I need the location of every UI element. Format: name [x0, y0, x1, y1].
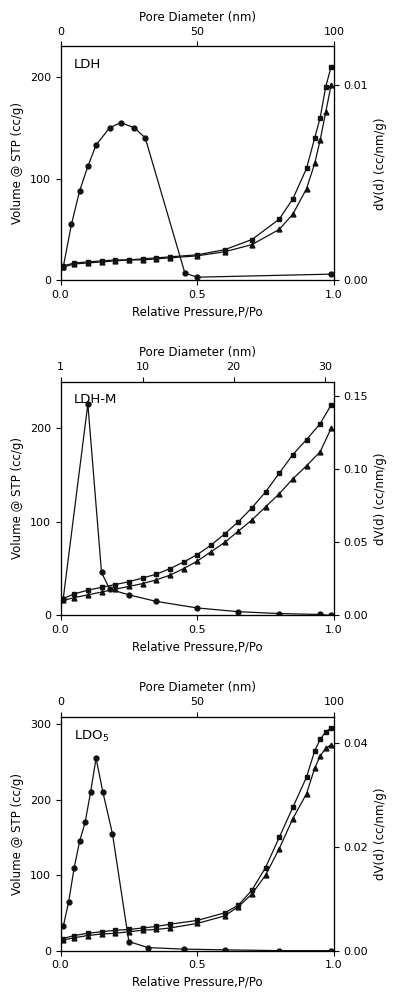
Text: LDH: LDH: [74, 58, 101, 71]
Text: LDH-M: LDH-M: [74, 393, 117, 406]
X-axis label: Pore Diameter (nm): Pore Diameter (nm): [139, 346, 256, 359]
X-axis label: Relative Pressure,P/Po: Relative Pressure,P/Po: [132, 976, 263, 989]
X-axis label: Pore Diameter (nm): Pore Diameter (nm): [139, 11, 256, 24]
Y-axis label: Volume @ STP (cc/g): Volume @ STP (cc/g): [11, 773, 24, 895]
Y-axis label: dV(d) (cc/nm/g): dV(d) (cc/nm/g): [374, 117, 387, 210]
X-axis label: Relative Pressure,P/Po: Relative Pressure,P/Po: [132, 306, 263, 319]
X-axis label: Relative Pressure,P/Po: Relative Pressure,P/Po: [132, 641, 263, 654]
X-axis label: Pore Diameter (nm): Pore Diameter (nm): [139, 681, 256, 694]
Y-axis label: Volume @ STP (cc/g): Volume @ STP (cc/g): [11, 437, 24, 559]
Y-axis label: dV(d) (cc/nm/g): dV(d) (cc/nm/g): [374, 452, 387, 545]
Y-axis label: dV(d) (cc/nm/g): dV(d) (cc/nm/g): [374, 787, 387, 880]
Y-axis label: Volume @ STP (cc/g): Volume @ STP (cc/g): [11, 102, 24, 224]
Text: LDO$_5$: LDO$_5$: [74, 728, 109, 744]
